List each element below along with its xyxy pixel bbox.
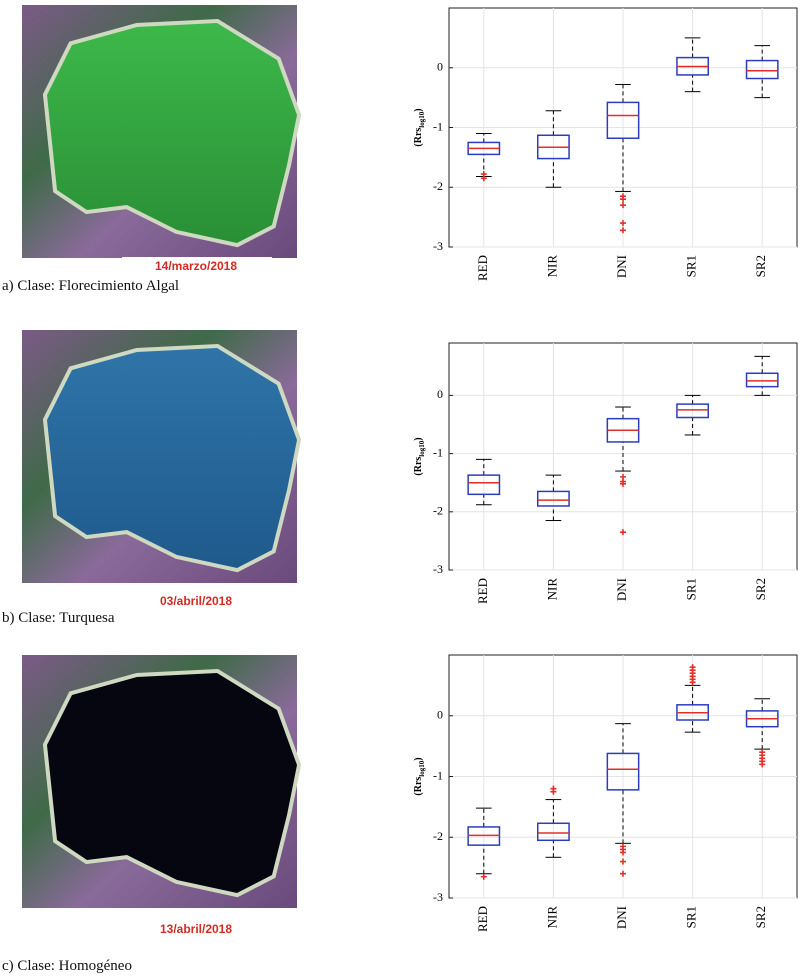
x-tick-label: NIR <box>544 906 559 929</box>
y-tick-label: -1 <box>433 768 443 782</box>
x-tick-label: SR1 <box>684 578 699 600</box>
y-label-sub: log10 <box>418 111 426 127</box>
image-date: 13/abril/2018 <box>160 922 232 936</box>
y-tick-label: -3 <box>433 239 443 253</box>
y-axis-label: (Rrslog10) <box>413 108 426 146</box>
y-tick-label: -3 <box>433 562 443 576</box>
y-label-sub: log10 <box>418 760 426 776</box>
image-date: 14/marzo/2018 <box>155 259 237 273</box>
x-tick-label: DNI <box>614 906 629 929</box>
y-tick-label: -3 <box>433 890 443 904</box>
x-tick-label: RED <box>475 578 490 604</box>
x-tick-label: SR2 <box>753 255 768 277</box>
figure: 14/marzo/2018 a) Clase: Florecimiento Alg… <box>0 0 804 977</box>
y-label-sub: log10 <box>418 440 426 456</box>
y-tick-label: 0 <box>437 60 443 74</box>
y-label-main: (Rrs <box>413 128 424 147</box>
x-tick-label: SR2 <box>753 906 768 928</box>
y-tick-label: -2 <box>433 179 443 193</box>
y-label-close: ) <box>413 757 424 760</box>
caption: c) Clase: Homogéneo <box>2 958 132 974</box>
x-tick-label: DNI <box>614 255 629 278</box>
x-tick-label: SR1 <box>684 906 699 928</box>
x-tick-label: SR1 <box>684 255 699 277</box>
satellite-image <box>22 5 297 258</box>
y-tick-label: 0 <box>437 708 443 722</box>
y-label-close: ) <box>413 108 424 111</box>
y-tick-label: -2 <box>433 829 443 843</box>
y-label-main: (Rrs <box>413 777 424 796</box>
satellite-image <box>22 655 297 908</box>
x-tick-label: RED <box>475 906 490 932</box>
y-axis-label: (Rrslog10) <box>413 757 426 795</box>
y-tick-label: -1 <box>433 445 443 459</box>
y-label-main: (Rrs <box>413 457 424 476</box>
y-tick-label: 0 <box>437 387 443 401</box>
x-tick-label: SR2 <box>753 578 768 600</box>
y-label-close: ) <box>413 437 424 440</box>
y-tick-label: -1 <box>433 119 443 133</box>
x-tick-label: NIR <box>544 255 559 278</box>
caption: a) Clase: Florecimiento Algal <box>2 278 179 294</box>
x-tick-label: NIR <box>544 578 559 601</box>
y-tick-label: -2 <box>433 504 443 518</box>
caption: b) Clase: Turquesa <box>2 610 115 626</box>
y-axis-label: (Rrslog10) <box>413 437 426 475</box>
image-date: 03/abril/2018 <box>160 594 232 608</box>
x-tick-label: RED <box>475 255 490 281</box>
x-tick-label: DNI <box>614 578 629 601</box>
satellite-image <box>22 330 297 583</box>
